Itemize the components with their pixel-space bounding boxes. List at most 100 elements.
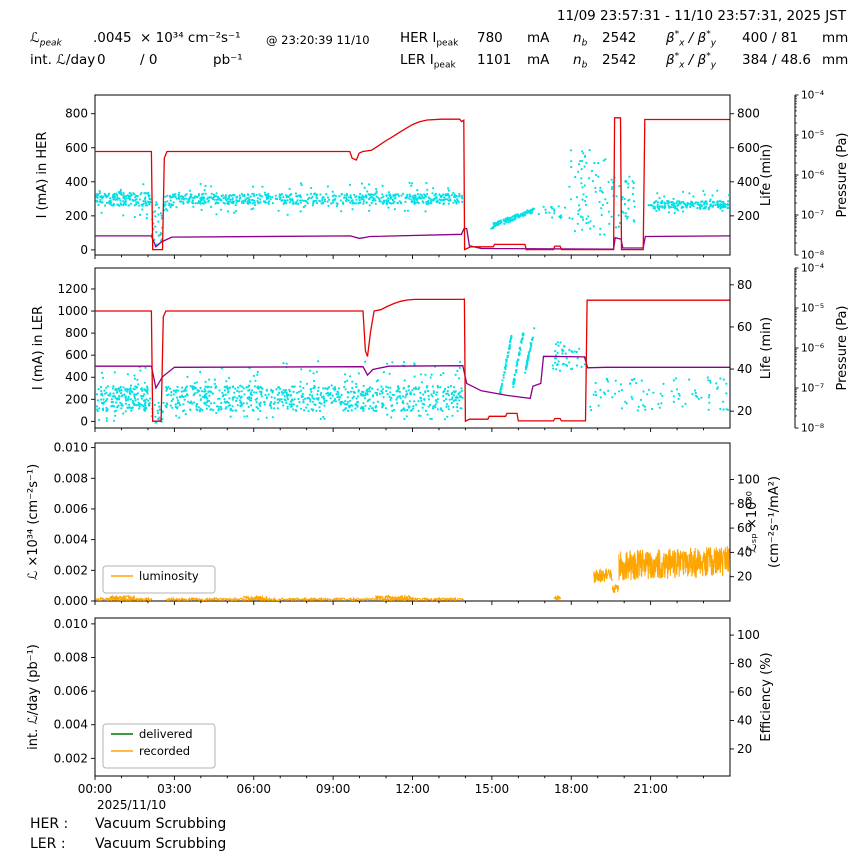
her-ipeak-value: 780 bbox=[477, 30, 503, 46]
ler-beta-label: β*x / β*y bbox=[666, 51, 717, 71]
plot-frame bbox=[94, 267, 731, 429]
tick-label: 10⁻⁸ bbox=[801, 423, 824, 435]
tick-label: 100 bbox=[737, 472, 760, 486]
x-axis-date-label: 2025/11/10 bbox=[97, 798, 166, 812]
series-luminosity-noisy-line bbox=[95, 545, 730, 601]
x-tick-label: 21:00 bbox=[633, 782, 668, 796]
series-her-pressure-line bbox=[95, 227, 730, 250]
tick-label: 0 bbox=[80, 414, 88, 428]
right-axis-ticks: 20 40 60 80 bbox=[730, 278, 752, 418]
series-her-lifetime-scatter bbox=[95, 149, 730, 246]
left-axis-ticks: 0 200 400 600 800 bbox=[65, 107, 95, 257]
tick-label: 10⁻⁸ bbox=[801, 250, 824, 262]
pressure-axis: 10⁻⁴ 10⁻⁵ 10⁻⁶ 10⁻⁷ 10⁻⁸ bbox=[794, 263, 824, 435]
tick-label: 40 bbox=[737, 713, 752, 727]
legend-label-recorded: recorded bbox=[139, 744, 190, 758]
lpeak-label: ℒpeak bbox=[30, 30, 62, 49]
tick-label: 200 bbox=[737, 209, 760, 223]
ylabel-right-integrated-luminosity: Efficiency (%) bbox=[759, 652, 774, 741]
plot-integrated-luminosity: 0.002 0.004 0.006 0.008 0.010 20 40 60 80 100 int.… bbox=[26, 617, 774, 780]
ler-nb-label: nb bbox=[573, 52, 588, 71]
ler-status-value: Vacuum Scrubbing bbox=[95, 836, 227, 852]
lpeak-unit: × 10³⁴ cm⁻²s⁻¹ bbox=[140, 30, 241, 46]
ler-nb-value: 2542 bbox=[602, 52, 637, 68]
tick-label: 20 bbox=[737, 742, 752, 756]
tick-label: 0.006 bbox=[54, 684, 88, 698]
x-tick-label: 06:00 bbox=[236, 782, 271, 796]
tick-label: 1000 bbox=[57, 304, 88, 318]
her-beta-value: 400 / 81 bbox=[742, 30, 799, 46]
legend-integrated-luminosity: delivered recorded bbox=[102, 723, 216, 769]
ylabel-right-ler: Life (min) bbox=[759, 317, 774, 379]
tick-label: 0.010 bbox=[54, 441, 88, 455]
tick-label: 400 bbox=[737, 175, 760, 189]
ler-beta-unit: mm bbox=[822, 52, 849, 68]
tick-label: 200 bbox=[65, 209, 88, 223]
x-ticks bbox=[94, 428, 704, 432]
ylabel-left-luminosity: ℒ ×10³⁴ (cm⁻²s⁻¹) bbox=[26, 464, 41, 580]
ler-ipeak-label: LER Ipeak bbox=[400, 52, 456, 71]
tick-label: 0.002 bbox=[54, 563, 88, 577]
tick-label: 600 bbox=[737, 141, 760, 155]
lum-symbol: ℒ bbox=[30, 30, 40, 46]
ylabel-left-integrated-luminosity: int. ℒ/day (pb⁻¹) bbox=[26, 644, 41, 750]
tick-label: 0.004 bbox=[54, 533, 88, 547]
x-tick-label: 12:00 bbox=[395, 782, 430, 796]
ler-current-unit: mA bbox=[527, 52, 550, 68]
plot-luminosity: 0.000 0.002 0.004 0.006 0.008 0.010 20 40 60 80 10… bbox=[26, 441, 782, 608]
x-ticks bbox=[94, 776, 704, 780]
her-current-unit: mA bbox=[527, 30, 550, 46]
lpeak-timestamp: @ 23:20:39 11/10 bbox=[266, 33, 370, 47]
ylabel-right-her: Life (min) bbox=[759, 144, 774, 206]
tick-label: 0.008 bbox=[54, 651, 88, 665]
tick-label: 800 bbox=[65, 107, 88, 121]
right-axis-ticks: 20 40 60 80 100 bbox=[730, 472, 760, 584]
tick-label: 0.006 bbox=[54, 502, 88, 516]
her-beta-unit: mm bbox=[822, 30, 849, 46]
tick-label: 80 bbox=[737, 497, 752, 511]
tick-label: 0.010 bbox=[54, 617, 88, 631]
her-ipeak-label: HER Ipeak bbox=[400, 30, 459, 49]
tick-label: 0.002 bbox=[54, 751, 88, 765]
her-status-label: HER : bbox=[30, 816, 69, 832]
her-nb-value: 2542 bbox=[602, 30, 637, 46]
tick-label: 40 bbox=[737, 362, 752, 376]
date-range: 11/09 23:57:31 - 11/10 23:57:31, 2025 JS… bbox=[556, 8, 846, 24]
left-axis-ticks: 0.002 0.004 0.006 0.008 0.010 bbox=[54, 617, 95, 765]
x-tick-label: 18:00 bbox=[554, 782, 589, 796]
x-tick-label: 03:00 bbox=[157, 782, 192, 796]
pressure-axis: 10⁻⁴ 10⁻⁵ 10⁻⁶ 10⁻⁷ 10⁻⁸ bbox=[794, 90, 824, 262]
x-ticks bbox=[94, 255, 704, 259]
tick-label: 800 bbox=[737, 107, 760, 121]
plot-frame bbox=[94, 94, 731, 256]
left-axis-ticks: 0.000 0.002 0.004 0.006 0.008 0.010 bbox=[54, 441, 95, 608]
lpeak-value: .0045 bbox=[93, 30, 132, 46]
tick-label: 0.000 bbox=[54, 594, 88, 608]
intlum-unit: pb⁻¹ bbox=[213, 52, 243, 68]
x-tick-label: 15:00 bbox=[475, 782, 510, 796]
left-axis-ticks: 0 200 400 600 800 1000 1200 bbox=[57, 282, 95, 428]
plot-ler: 0 200 400 600 800 1000 1200 20 40 60 80 I (mA) in L… bbox=[31, 263, 850, 435]
tick-label: 10⁻⁷ bbox=[801, 383, 824, 395]
lpeak-sub: peak bbox=[39, 38, 62, 49]
series-ler-pressure-line bbox=[95, 355, 730, 400]
tick-label: 600 bbox=[65, 141, 88, 155]
x-tick-label: 00:00 bbox=[78, 782, 113, 796]
x-tick-label: 09:00 bbox=[316, 782, 351, 796]
tick-label: 1200 bbox=[57, 282, 88, 296]
ler-ipeak-value: 1101 bbox=[477, 52, 512, 68]
series-ler-lifetime-scatter bbox=[95, 327, 730, 424]
tick-label: 60 bbox=[737, 521, 752, 535]
x-axis-labels: 00:00 03:00 06:00 09:00 12:00 15:00 18:00 21:00… bbox=[78, 782, 668, 812]
tick-label: 400 bbox=[65, 370, 88, 384]
her-status-value: Vacuum Scrubbing bbox=[95, 816, 227, 832]
plot-her: 0 200 400 600 800 200 400 600 800 I (mA) in HER Li… bbox=[35, 90, 850, 262]
tick-label: 40 bbox=[737, 545, 752, 559]
right-axis-ticks: 20 40 60 80 100 bbox=[730, 628, 760, 756]
tick-label: 10⁻⁷ bbox=[801, 210, 824, 222]
ylabel-pressure-her: Pressure (Pa) bbox=[835, 132, 850, 217]
intlum-value2: / 0 bbox=[140, 52, 158, 68]
ylabel-left-her: I (mA) in HER bbox=[35, 132, 50, 219]
series-ler-current-line bbox=[95, 298, 730, 423]
